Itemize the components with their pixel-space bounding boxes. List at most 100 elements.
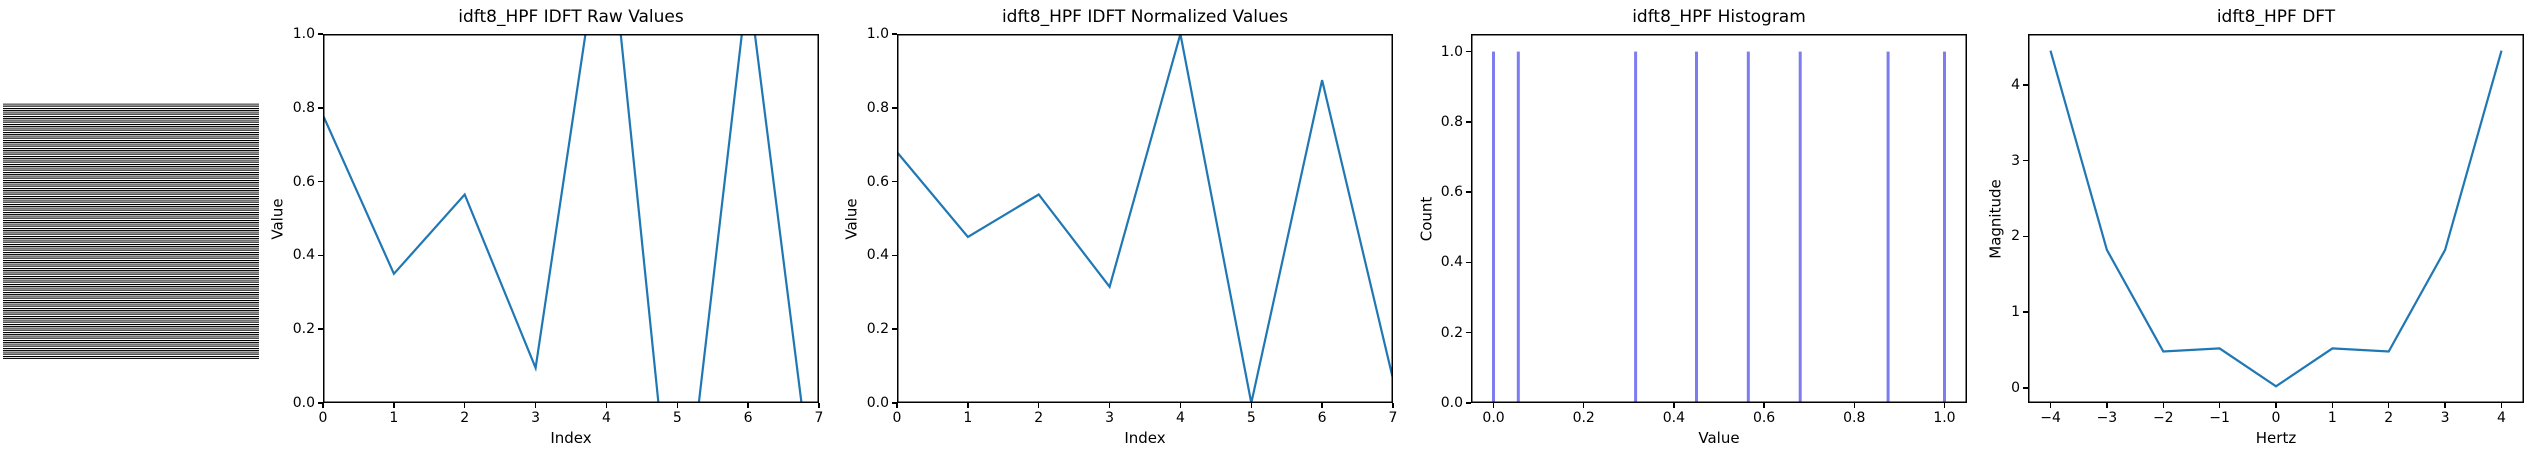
x-tick-label: 1 <box>963 410 973 426</box>
axes-area <box>897 34 1393 403</box>
y-tick-mark <box>318 180 323 183</box>
histogram-bar <box>1746 51 1750 403</box>
x-tick-label: 0 <box>318 410 328 426</box>
x-axis-label: Index <box>550 429 592 447</box>
y-tick-label: 0.4 <box>866 247 889 264</box>
y-tick-label: 1 <box>2011 304 2020 321</box>
y-tick-mark <box>892 402 897 404</box>
y-tick-mark <box>892 107 897 109</box>
x-tick-mark <box>1853 403 1856 408</box>
axes-frame <box>897 34 1393 403</box>
y-tick-mark <box>1466 402 1471 404</box>
y-tick-label: 0.8 <box>1440 113 1463 130</box>
x-tick-mark <box>1179 403 1182 408</box>
x-tick-mark <box>605 403 608 408</box>
x-tick-mark <box>2387 403 2390 408</box>
subplot-histogram: idft8_HPF Histogram Count Value 0.0 0.2 0.… <box>1417 7 1967 447</box>
line-series <box>897 34 1393 403</box>
y-axis-label: Count <box>1416 34 1436 403</box>
y-tick-label: 1.0 <box>1440 43 1463 60</box>
y-axis-label-text: Count <box>1417 196 1436 241</box>
y-tick-label: 0.6 <box>866 173 889 190</box>
x-tick-mark <box>534 403 537 408</box>
x-tick-label: 4 <box>1175 410 1185 426</box>
x-tick-label: 2 <box>460 410 470 426</box>
x-axis-label: Index <box>1124 429 1166 447</box>
y-tick-label: 0.4 <box>292 247 315 264</box>
y-tick-label: 0.0 <box>292 395 315 411</box>
y-tick-label: 4 <box>2011 76 2020 93</box>
x-tick-label: 3 <box>1105 410 1115 426</box>
plot-title: idft8_HPF DFT <box>2216 7 2336 27</box>
y-tick-mark <box>2023 159 2028 162</box>
y-tick-label: 0.8 <box>866 99 889 116</box>
y-tick-label: 1.0 <box>866 26 889 42</box>
axes-area <box>1471 34 1967 403</box>
x-tick-label: 4 <box>601 410 611 426</box>
x-tick-label: 1.0 <box>1933 410 1956 426</box>
x-tick-mark <box>2331 403 2334 408</box>
line-series <box>323 34 803 403</box>
x-tick-label: −1 <box>2209 410 2230 426</box>
x-tick-label: 0.0 <box>1482 410 1505 426</box>
y-tick-label: 3 <box>2011 152 2020 169</box>
y-tick-mark <box>2023 84 2028 86</box>
x-tick-label: −3 <box>2096 410 2118 426</box>
x-tick-mark <box>1673 403 1675 408</box>
axes-frame <box>2028 34 2524 403</box>
x-tick-label: 5 <box>672 410 682 426</box>
x-tick-label: 2 <box>2384 410 2394 426</box>
axes-area <box>2028 34 2524 403</box>
x-tick-mark <box>2444 403 2446 408</box>
x-axis-label: Value <box>1698 429 1740 447</box>
y-axis-label-text: Value <box>843 197 862 240</box>
x-tick-label: 0.2 <box>1572 410 1595 426</box>
x-tick-mark <box>1582 403 1585 408</box>
x-tick-mark <box>1392 403 1394 408</box>
y-tick-mark <box>318 402 323 404</box>
x-tick-mark <box>896 403 898 408</box>
y-tick-label: 0 <box>2011 379 2020 396</box>
x-tick-label: 6 <box>1317 410 1327 426</box>
x-tick-mark <box>1492 403 1495 408</box>
x-tick-mark <box>1108 403 1111 408</box>
x-tick-mark <box>1763 403 1765 408</box>
x-tick-label: 2 <box>1034 410 1044 426</box>
x-tick-mark <box>1037 403 1040 408</box>
y-tick-label: 0.2 <box>292 321 315 338</box>
histogram-bar <box>1798 51 1802 403</box>
y-tick-mark <box>1466 261 1471 264</box>
x-axis-label: Hertz <box>2255 429 2297 447</box>
y-tick-mark <box>892 180 897 183</box>
y-tick-mark <box>892 328 897 330</box>
x-tick-label: 0.6 <box>1752 410 1776 426</box>
x-tick-mark <box>747 403 749 408</box>
y-tick-mark <box>318 254 323 257</box>
y-tick-mark <box>318 107 323 109</box>
y-tick-label: 0.6 <box>1440 184 1463 201</box>
x-tick-mark <box>2106 403 2108 408</box>
x-tick-label: 0 <box>892 410 902 426</box>
x-tick-mark <box>463 403 466 408</box>
y-tick-label: 0.2 <box>1440 324 1463 341</box>
x-tick-mark <box>818 403 820 408</box>
x-tick-label: 1 <box>2327 410 2337 426</box>
histogram-bar <box>1886 51 1890 403</box>
y-tick-label: 0.4 <box>1440 254 1463 271</box>
subplot-dft-magnitude: idft8_HPF DFT Magnitude Hertz −4 −3 −2 −1 0 1… <box>1987 7 2524 447</box>
plot-title: idft8_HPF IDFT Raw Values <box>458 7 684 27</box>
y-tick-label: 0.0 <box>866 395 889 411</box>
line-series <box>2049 50 2503 388</box>
histogram-bar <box>1492 51 1495 403</box>
y-tick-mark <box>892 33 897 35</box>
subplot-idft-raw-values: idft8_HPF IDFT Raw Values Value Index 0 1… <box>269 7 823 447</box>
x-tick-mark <box>967 403 969 408</box>
y-axis-label: Magnitude <box>1986 34 2006 403</box>
y-tick-mark <box>318 328 323 330</box>
histogram-bar <box>1634 51 1638 403</box>
histogram-bar <box>1943 51 1946 403</box>
y-tick-mark <box>2023 235 2028 238</box>
y-tick-mark <box>318 33 323 35</box>
x-tick-mark <box>2162 403 2165 408</box>
x-tick-label: 3 <box>2440 410 2450 426</box>
